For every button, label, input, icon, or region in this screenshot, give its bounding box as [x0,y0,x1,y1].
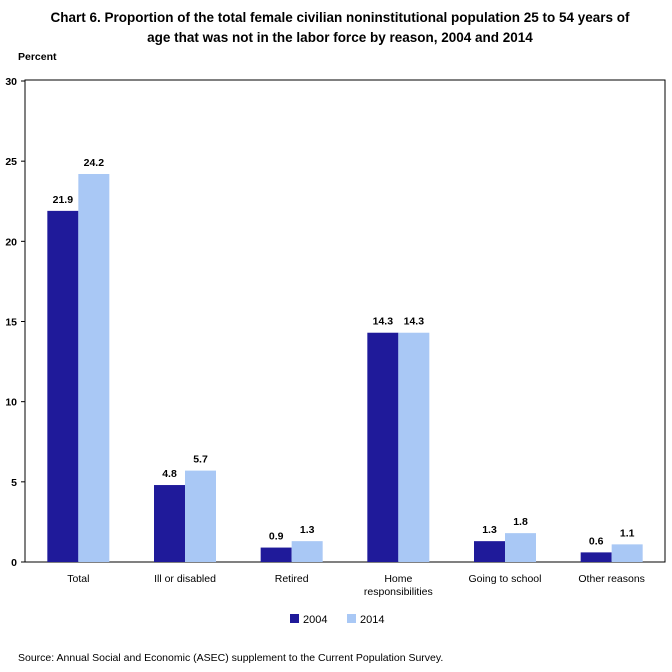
category-label: Retired [275,573,309,585]
legend-entry: 2004 [303,614,327,626]
data-label: 24.2 [84,157,105,169]
bar-2004 [580,552,612,562]
legend-swatch [290,614,299,623]
legend: 2004 2014 [290,614,384,626]
bar-2014 [291,541,323,562]
source-note: Source: Annual Social and Economic (ASEC… [18,652,444,664]
bar-2004 [47,210,79,562]
chart-title: Chart 6. Proportion of the total female … [50,10,630,45]
bar-2004 [260,547,292,562]
category-label: Total [67,573,89,585]
data-label: 14.3 [404,316,425,328]
bar-2014 [611,544,643,562]
data-label: 0.6 [589,535,604,547]
y-tick-label: 25 [5,156,17,168]
bar-2014 [505,533,536,562]
data-label: 14.3 [373,316,394,328]
y-tick-label: 5 [11,477,17,489]
data-label: 1.3 [482,524,497,536]
data-label: 1.3 [300,524,315,536]
data-label: 0.9 [269,531,284,543]
plot-area [24,79,666,563]
bar-2004 [154,485,185,562]
legend-entry: 2014 [360,614,384,626]
data-label: 21.9 [53,194,74,206]
y-tick-label: 30 [5,76,17,88]
category-label: Home [384,573,412,585]
legend-swatch [347,614,356,623]
y-tick-label: 10 [5,397,17,409]
category-label: Going to school [469,573,542,585]
y-tick-label: 0 [11,557,17,569]
bar-2004 [367,332,399,562]
bar-2004 [474,541,505,562]
y-axis-label: Percent [18,51,57,63]
category-label: responsibilities [364,586,433,598]
data-label: 4.8 [162,468,177,480]
y-tick-label: 15 [5,317,17,329]
bar-2014 [78,173,110,562]
data-label: 1.1 [620,527,635,539]
data-label: 1.8 [513,516,528,528]
y-tick-label: 20 [5,236,17,248]
category-label: Other reasons [578,573,645,585]
category-label: Ill or disabled [154,573,216,585]
bar-2014 [185,470,216,562]
data-label: 5.7 [193,454,208,466]
bar-2014 [398,332,430,562]
